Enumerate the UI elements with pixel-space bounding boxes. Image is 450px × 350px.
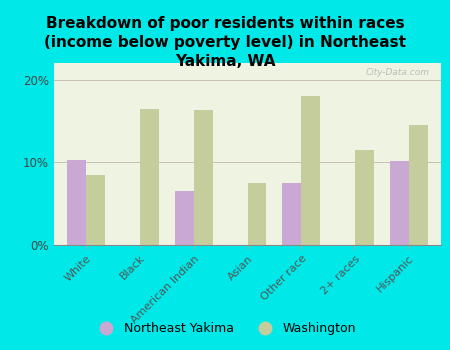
Bar (301, 96, 320, 245)
Bar (355, 150, 374, 245)
Bar (248, 183, 266, 245)
Text: City-Data.com: City-Data.com (365, 69, 429, 77)
Bar (409, 125, 428, 245)
Bar (68, 160, 86, 245)
Legend: Northeast Yakima, Washington: Northeast Yakima, Washington (89, 317, 361, 340)
Bar (175, 191, 194, 245)
Bar (390, 161, 409, 245)
Bar (194, 110, 212, 245)
Text: Breakdown of poor residents within races
(income below poverty level) in Northea: Breakdown of poor residents within races… (44, 16, 406, 69)
Bar (283, 183, 301, 245)
Bar (86, 175, 105, 245)
Bar (140, 108, 159, 245)
